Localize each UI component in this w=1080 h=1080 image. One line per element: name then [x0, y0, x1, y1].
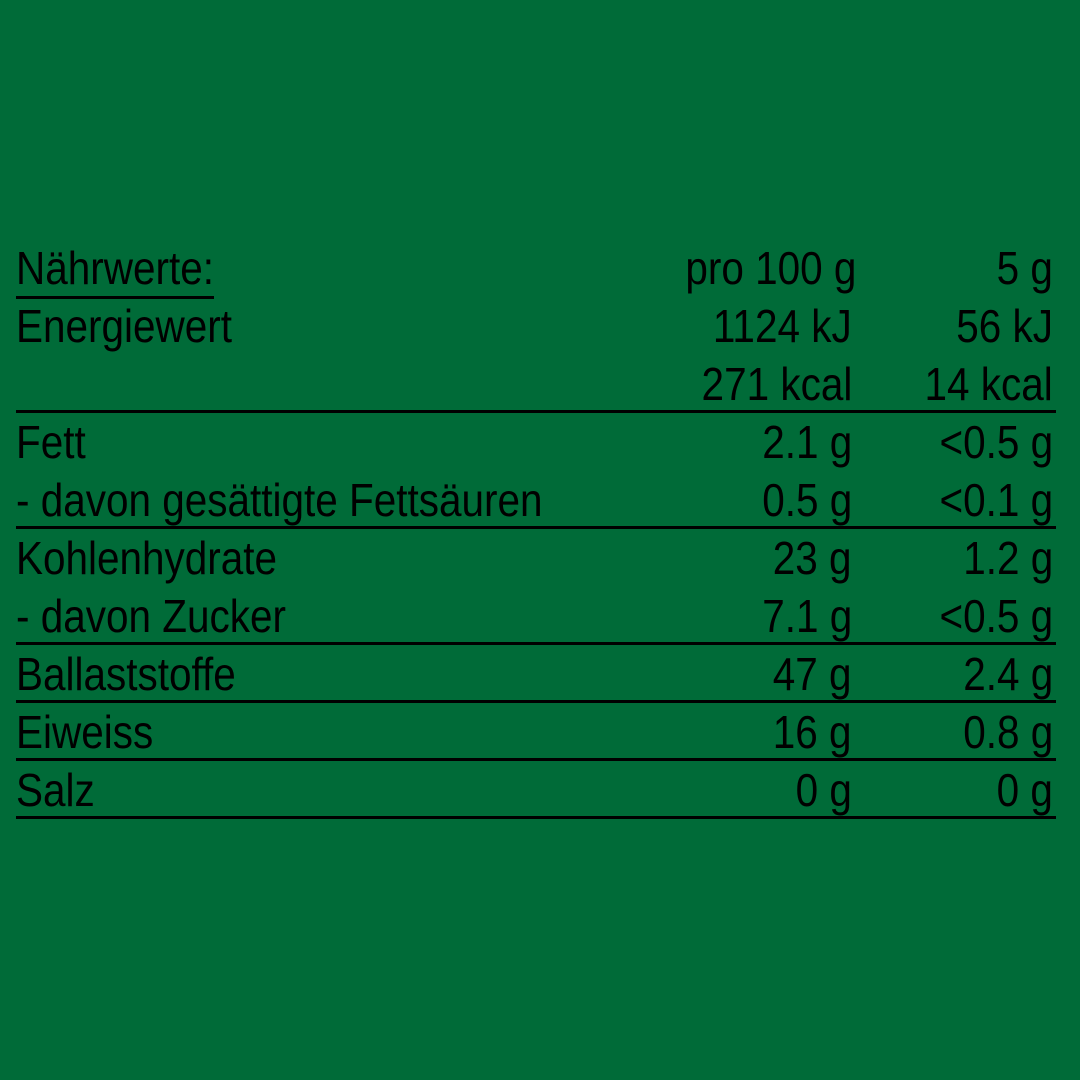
row-label: Energiewert: [16, 300, 232, 352]
value-per-100g: 7.1 g: [761, 590, 852, 642]
value-per-portion: 2.4 g: [962, 648, 1053, 700]
row-label: - davon gesättigte Fettsäuren: [16, 474, 543, 526]
value-per-100g: 271 kcal: [701, 358, 852, 410]
table-title: Nährwerte:: [16, 239, 662, 299]
value-per-100g: 2.1 g: [761, 416, 852, 468]
value-per-portion: 14 kcal: [924, 358, 1053, 410]
value-per-100g: 0 g: [795, 764, 852, 816]
value-per-portion: <0.1 g: [939, 474, 1053, 526]
table-row-eiweiss: Eiweiss 16 g 0.8 g: [16, 703, 1056, 761]
row-label: Kohlenhydrate: [16, 532, 278, 584]
table-row-fett: Fett 2.1 g <0.5 g: [16, 413, 1056, 471]
table-title-text: Nährwerte:: [16, 241, 214, 299]
table-header-row: Nährwerte: pro 100 g 5 g: [16, 239, 1056, 299]
value-per-portion: <0.5 g: [939, 590, 1053, 642]
value-per-100g: 23 g: [773, 532, 852, 584]
value-per-portion: <0.5 g: [939, 416, 1053, 468]
value-per-100g: 0.5 g: [761, 474, 852, 526]
row-label: Fett: [16, 416, 86, 468]
table-row-kcal: 271 kcal 14 kcal: [16, 355, 1056, 413]
table-row-salz: Salz 0 g 0 g: [16, 761, 1056, 819]
row-label: - davon Zucker: [16, 590, 286, 642]
row-label: [16, 355, 662, 410]
value-per-portion: 1.2 g: [962, 532, 1053, 584]
row-label: Ballaststoffe: [16, 648, 236, 700]
table-row-zucker: - davon Zucker 7.1 g <0.5 g: [16, 587, 1056, 645]
nutrition-table: Nährwerte: pro 100 g 5 g Energiewert 112…: [16, 239, 1056, 819]
row-label: Eiweiss: [16, 706, 154, 758]
value-per-portion: 0 g: [996, 764, 1053, 816]
value-per-portion: 56 kJ: [956, 300, 1053, 352]
value-per-100g: 1124 kJ: [713, 300, 852, 352]
col-header-per-100g: pro 100 g: [685, 242, 857, 294]
col-header-per-portion: 5 g: [996, 242, 1053, 294]
table-row-ballaststoffe: Ballaststoffe 47 g 2.4 g: [16, 645, 1056, 703]
value-per-portion: 0.8 g: [962, 706, 1053, 758]
table-row-kohlenhydrate: Kohlenhydrate 23 g 1.2 g: [16, 529, 1056, 587]
row-label: Salz: [16, 764, 95, 816]
value-per-100g: 16 g: [773, 706, 852, 758]
value-per-100g: 47 g: [773, 648, 852, 700]
table-row-energiewert: Energiewert 1124 kJ 56 kJ: [16, 297, 1056, 355]
table-row-gesaettigte-fettsaeuren: - davon gesättigte Fettsäuren 0.5 g <0.1…: [16, 471, 1056, 529]
